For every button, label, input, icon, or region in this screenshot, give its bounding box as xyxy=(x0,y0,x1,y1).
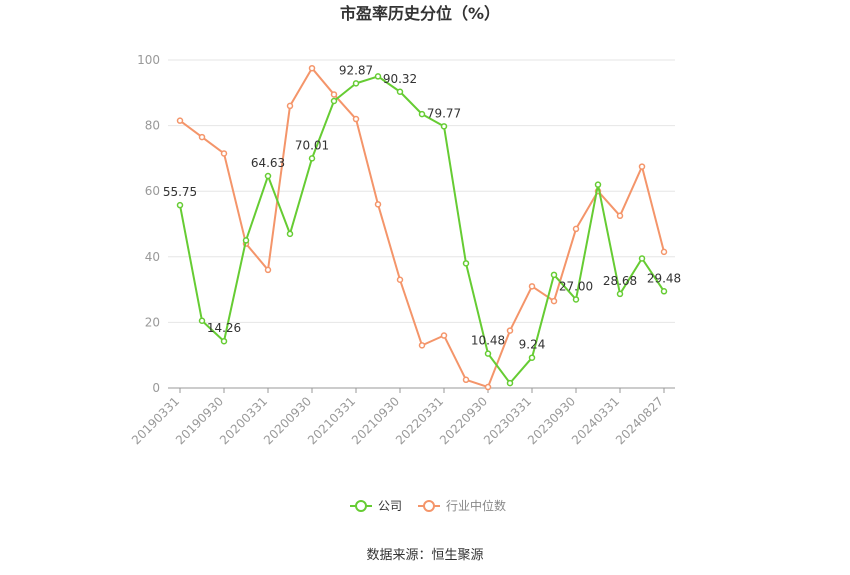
data-point xyxy=(440,332,448,339)
y-tick-label: 80 xyxy=(145,119,160,133)
data-label: 27.00 xyxy=(559,279,593,293)
data-point xyxy=(374,201,382,208)
data-point xyxy=(264,266,272,274)
data-point xyxy=(638,163,646,170)
data-point xyxy=(308,155,316,162)
legend-marker xyxy=(423,500,435,512)
legend-marker xyxy=(355,500,367,512)
y-tick-label: 20 xyxy=(145,315,160,329)
data-point xyxy=(308,64,316,72)
data-point xyxy=(198,133,206,141)
series-industry-median xyxy=(176,64,668,391)
chart-title: 市盈率历史分位（%） xyxy=(340,4,500,23)
data-point xyxy=(418,342,426,349)
legend-item[interactable]: 行业中位数 xyxy=(418,498,506,513)
data-point xyxy=(594,181,602,188)
data-point xyxy=(550,297,558,305)
data-point xyxy=(220,337,228,345)
data-point xyxy=(484,383,492,391)
data-point xyxy=(462,260,470,267)
data-point xyxy=(264,172,272,180)
data-point xyxy=(550,271,558,279)
data-label: 10.48 xyxy=(471,334,505,348)
y-axis: 0 20 40 60 80 100 xyxy=(137,53,160,395)
data-point xyxy=(572,296,580,303)
legend-label: 公司 xyxy=(378,499,402,513)
data-point xyxy=(638,255,646,262)
data-labels: 55.75 14.26 64.63 70.01 92.87 90.32 79.77 10.48… xyxy=(163,63,681,351)
data-point xyxy=(198,317,206,325)
data-point xyxy=(660,248,668,256)
data-label: 28.68 xyxy=(603,274,637,288)
data-point xyxy=(484,350,492,357)
data-label: 70.01 xyxy=(295,138,329,152)
data-point xyxy=(528,354,536,361)
data-point xyxy=(352,115,360,123)
y-tick-label: 0 xyxy=(152,381,160,395)
legend[interactable]: 公司 行业中位数 xyxy=(350,498,506,513)
data-point xyxy=(528,283,536,290)
data-point xyxy=(374,73,382,80)
data-point xyxy=(616,212,624,220)
data-label: 64.63 xyxy=(251,156,285,170)
data-label: 29.48 xyxy=(647,271,681,285)
y-tick-label: 60 xyxy=(145,184,160,198)
data-point xyxy=(396,276,404,284)
data-point xyxy=(330,91,338,98)
grid xyxy=(168,59,675,323)
data-point xyxy=(286,230,294,238)
data-point xyxy=(418,110,426,118)
data-point xyxy=(352,80,360,87)
data-point xyxy=(286,102,294,110)
legend-item[interactable]: 公司 xyxy=(350,499,402,513)
y-tick-label: 40 xyxy=(145,250,160,264)
series-line xyxy=(179,75,665,385)
data-point xyxy=(330,97,338,105)
x-axis: 2019033120190930202003312020093020210331… xyxy=(129,387,675,447)
data-label: 92.87 xyxy=(339,63,373,77)
data-label: 9.24 xyxy=(519,338,546,352)
data-label: 14.26 xyxy=(207,321,241,335)
data-point xyxy=(506,327,514,334)
data-point xyxy=(572,225,580,233)
data-point xyxy=(462,376,470,384)
data-point xyxy=(396,88,404,96)
data-point xyxy=(176,117,184,124)
series-layer xyxy=(176,64,668,391)
data-point xyxy=(220,150,228,157)
legend-label: 行业中位数 xyxy=(446,498,506,513)
data-point xyxy=(440,123,448,130)
data-label: 55.75 xyxy=(163,185,197,199)
y-tick-label: 100 xyxy=(137,53,160,67)
data-point xyxy=(506,379,514,387)
data-point xyxy=(616,290,624,298)
x-tick-label: 20240827 xyxy=(613,394,666,447)
data-point xyxy=(242,237,250,244)
data-point xyxy=(176,201,184,209)
data-label: 79.77 xyxy=(427,106,461,120)
series-company xyxy=(176,73,668,387)
source-note: 数据来源：恒生聚源 xyxy=(366,548,483,563)
data-point xyxy=(660,288,668,295)
data-label: 90.32 xyxy=(383,72,417,86)
